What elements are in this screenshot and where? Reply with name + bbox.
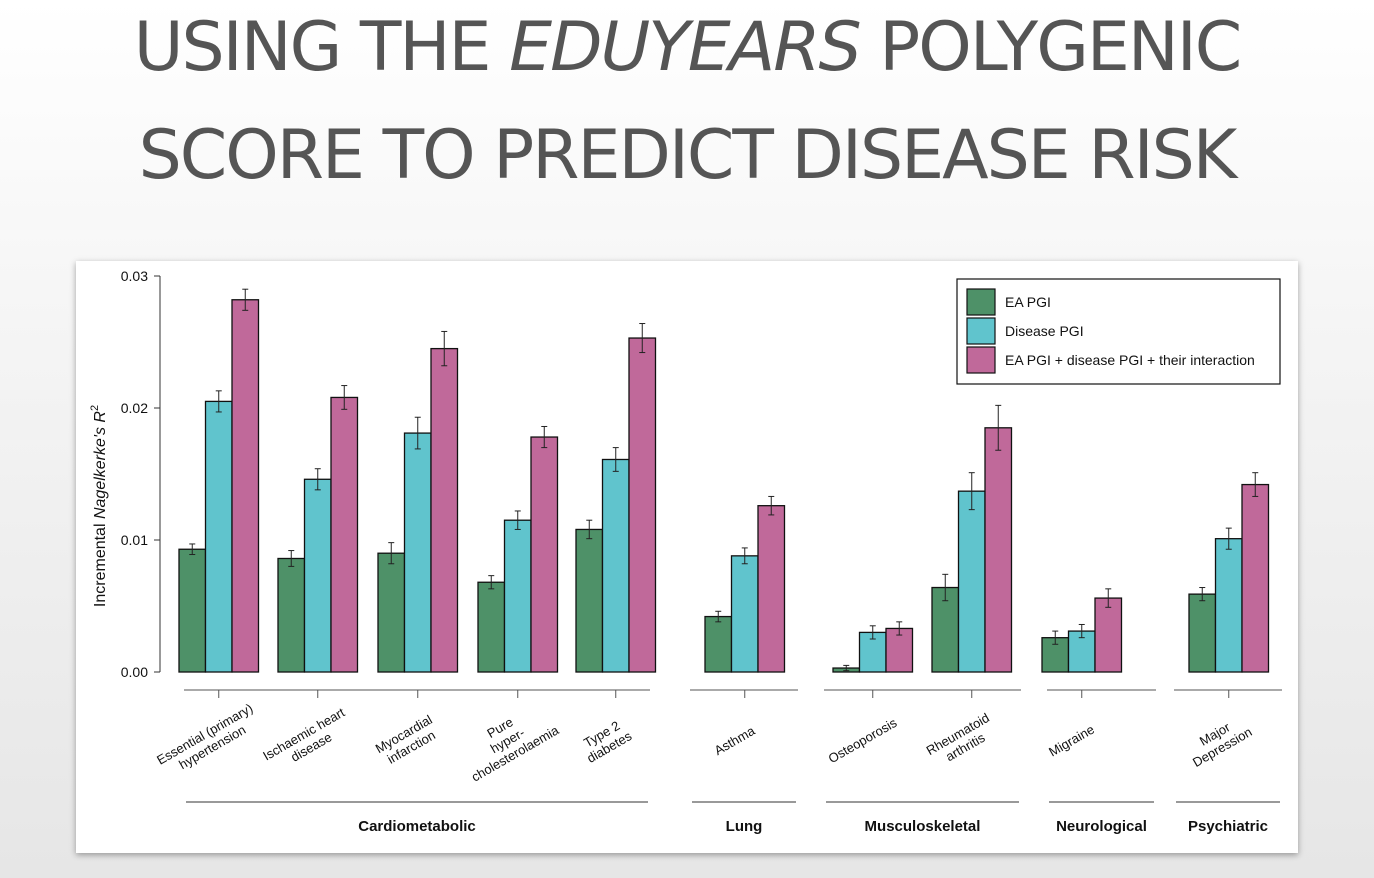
bar (628, 337, 657, 673)
bar (277, 557, 306, 673)
bar (530, 436, 559, 673)
bar (303, 478, 332, 673)
bar (204, 400, 233, 673)
bar (477, 581, 506, 673)
category-label: Type 2diabetes (577, 715, 635, 766)
group-label: Lung (726, 818, 763, 835)
category-label: MajorDepression (1183, 711, 1255, 770)
bar (704, 615, 733, 673)
group-label: Musculoskeletal (865, 818, 981, 835)
chart-panel: 0.00 0.01 0.02 0.03 Incremental Nagelkerke's… (76, 261, 1298, 853)
bar (757, 505, 786, 673)
bar (1241, 483, 1270, 673)
legend-swatch (966, 288, 996, 316)
category-label: Essential (primary)hypertension (154, 700, 263, 780)
bar (231, 299, 260, 673)
bar (178, 548, 207, 673)
legend-label: Disease PGI (1005, 323, 1084, 339)
bar (575, 528, 604, 673)
bar (430, 347, 459, 673)
y-axis-label-italic: Nagelkerke's R (92, 411, 109, 519)
title-emphasis: EDUYEARS (509, 8, 862, 87)
group-label: Cardiometabolic (358, 818, 476, 835)
category-label: Ischaemic heartdisease (260, 704, 355, 776)
category-label-line: Migraine (1046, 722, 1097, 760)
legend-box (956, 278, 1281, 385)
group-label: Psychiatric (1188, 818, 1268, 835)
y-tick-label: 0.03 (121, 268, 148, 284)
y-axis-label-prefix: Incremental (92, 519, 109, 607)
category-label: Rheumatoidarthritis (924, 710, 1000, 771)
category-label: Migraine (1046, 722, 1097, 760)
bar (503, 519, 532, 673)
bar (1188, 593, 1217, 673)
category-label-line: Osteoporosis (826, 715, 900, 767)
slide-title-line-1: USING THE EDUYEARS POLYGENIC (0, 5, 1374, 91)
y-tick-label: 0.02 (121, 400, 148, 416)
bar (1214, 538, 1243, 673)
bar (730, 555, 759, 673)
legend-swatch (966, 317, 996, 345)
bar (377, 552, 406, 673)
bar (1094, 597, 1123, 673)
group-label: Neurological (1056, 818, 1147, 835)
category-label: Asthma (712, 723, 758, 758)
y-tick-label: 0.01 (121, 532, 148, 548)
y-axis-label: Incremental Nagelkerke's R2 (89, 405, 109, 607)
bar (931, 586, 960, 673)
bar-chart: 0.00 0.01 0.02 0.03 Incremental Nagelkerke's… (89, 268, 1282, 835)
bar (330, 396, 359, 673)
y-tick-label: 0.00 (121, 664, 148, 680)
bar (984, 427, 1013, 673)
category-label: Purehyper-cholesterolaemia (454, 696, 562, 784)
bar (957, 490, 986, 673)
category-label: Osteoporosis (826, 715, 900, 767)
slide-title-line-2: SCORE TO PREDICT DISEASE RISK (138, 116, 1238, 195)
y-axis-label-superscript: 2 (89, 405, 101, 411)
category-label-line: Asthma (712, 723, 758, 758)
title-text: POLYGENIC (859, 8, 1242, 87)
title-text: USING THE (133, 8, 510, 87)
bar (403, 432, 432, 673)
legend-swatch (966, 346, 996, 374)
category-label: Myocardialinfarction (373, 712, 443, 769)
bar (601, 458, 630, 673)
bar (885, 627, 914, 673)
legend-label: EA PGI + disease PGI + their interaction (1005, 352, 1255, 368)
legend-label: EA PGI (1005, 294, 1051, 310)
